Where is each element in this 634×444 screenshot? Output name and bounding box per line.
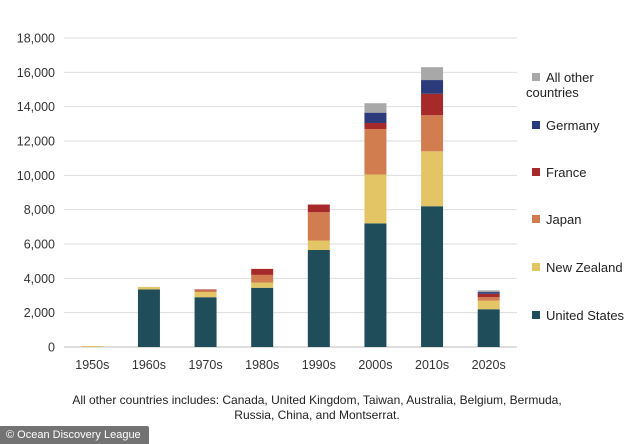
legend-label: countries: [526, 85, 579, 100]
bar-segment: [421, 206, 444, 347]
credit-watermark: © Ocean Discovery League: [0, 426, 149, 444]
legend-label: All other: [546, 70, 594, 85]
bar-segment: [477, 293, 500, 298]
bar-segment: [421, 151, 444, 207]
bar-segment: [137, 286, 160, 290]
bar-segment: [307, 250, 330, 347]
bar-segment: [364, 122, 387, 129]
bar-segment: [307, 240, 330, 251]
x-tick-label: 1960s: [132, 358, 166, 372]
y-tick-label: 0: [48, 341, 55, 355]
footnote-line-1: All other countries includes: Canada, Un…: [72, 393, 562, 407]
bar-segment: [307, 204, 330, 213]
bar-segment: [421, 93, 444, 116]
bar-segment: [194, 292, 217, 298]
bars: [81, 67, 500, 347]
legend-label: New Zealand: [546, 260, 623, 275]
bar-segment: [251, 274, 274, 283]
legend-swatch: [532, 73, 540, 81]
legend-label: United States: [546, 308, 625, 323]
x-tick-label: 2000s: [358, 358, 392, 372]
legend-swatch: [532, 263, 540, 271]
bar-segment: [364, 103, 387, 113]
bar-segment: [477, 309, 500, 347]
bar-segment: [364, 112, 387, 123]
x-tick-label: 1980s: [245, 358, 279, 372]
bar-segment: [194, 290, 217, 293]
bar-segment: [477, 292, 500, 294]
y-tick-label: 10,000: [17, 169, 55, 183]
legend-swatch: [532, 168, 540, 176]
y-tick-label: 4,000: [24, 272, 55, 286]
bar-segment: [364, 174, 387, 224]
x-axis: 1950s 1960s 1970s 1980s 1990s 2000s 2010s 2020s: [75, 358, 505, 372]
x-tick-label: 2010s: [415, 358, 449, 372]
y-tick-label: 16,000: [17, 66, 55, 80]
x-tick-label: 2020s: [472, 358, 506, 372]
bar-segment: [137, 289, 160, 347]
bar-segment: [81, 345, 104, 347]
bar-segment: [307, 212, 330, 241]
x-tick-label: 1990s: [302, 358, 336, 372]
y-tick-label: 6,000: [24, 238, 55, 252]
y-axis: 0 2,000 4,000 6,000 8,000 10,000 12,000 14,000 1…: [17, 32, 55, 355]
x-tick-label: 1970s: [189, 358, 223, 372]
bar-segment: [477, 290, 500, 293]
bar-segment: [364, 128, 387, 175]
footnote: All other countries includes: Canada, Un…: [0, 393, 634, 423]
y-tick-label: 8,000: [24, 203, 55, 217]
legend-swatch: [532, 311, 540, 319]
stacked-bar-chart: 0 2,000 4,000 6,000 8,000 10,000 12,000 14,000 1…: [17, 32, 625, 373]
bar-segment: [251, 287, 274, 347]
y-tick-label: 2,000: [24, 306, 55, 320]
bar-segment: [421, 115, 444, 152]
bar-segment: [251, 282, 274, 288]
y-tick-label: 12,000: [17, 135, 55, 149]
gridlines: [64, 37, 517, 348]
legend-label: Japan: [546, 212, 581, 227]
y-tick-label: 14,000: [17, 100, 55, 114]
bar-segment: [421, 80, 444, 94]
legend-swatch: [532, 215, 540, 223]
x-tick-label: 1950s: [75, 358, 109, 372]
footnote-line-2: Russia, China, and Montserrat.: [234, 408, 400, 422]
legend-swatch: [532, 121, 540, 129]
bar-segment: [477, 297, 500, 301]
legend-label: France: [546, 165, 586, 180]
bar-segment: [194, 289, 217, 291]
legend-label: Germany: [546, 118, 600, 133]
bar-segment: [364, 223, 387, 347]
bar-segment: [194, 297, 217, 347]
y-tick-label: 18,000: [17, 32, 55, 46]
bar-segment: [477, 300, 500, 310]
bar-segment: [251, 268, 274, 275]
bar-segment: [421, 67, 444, 81]
